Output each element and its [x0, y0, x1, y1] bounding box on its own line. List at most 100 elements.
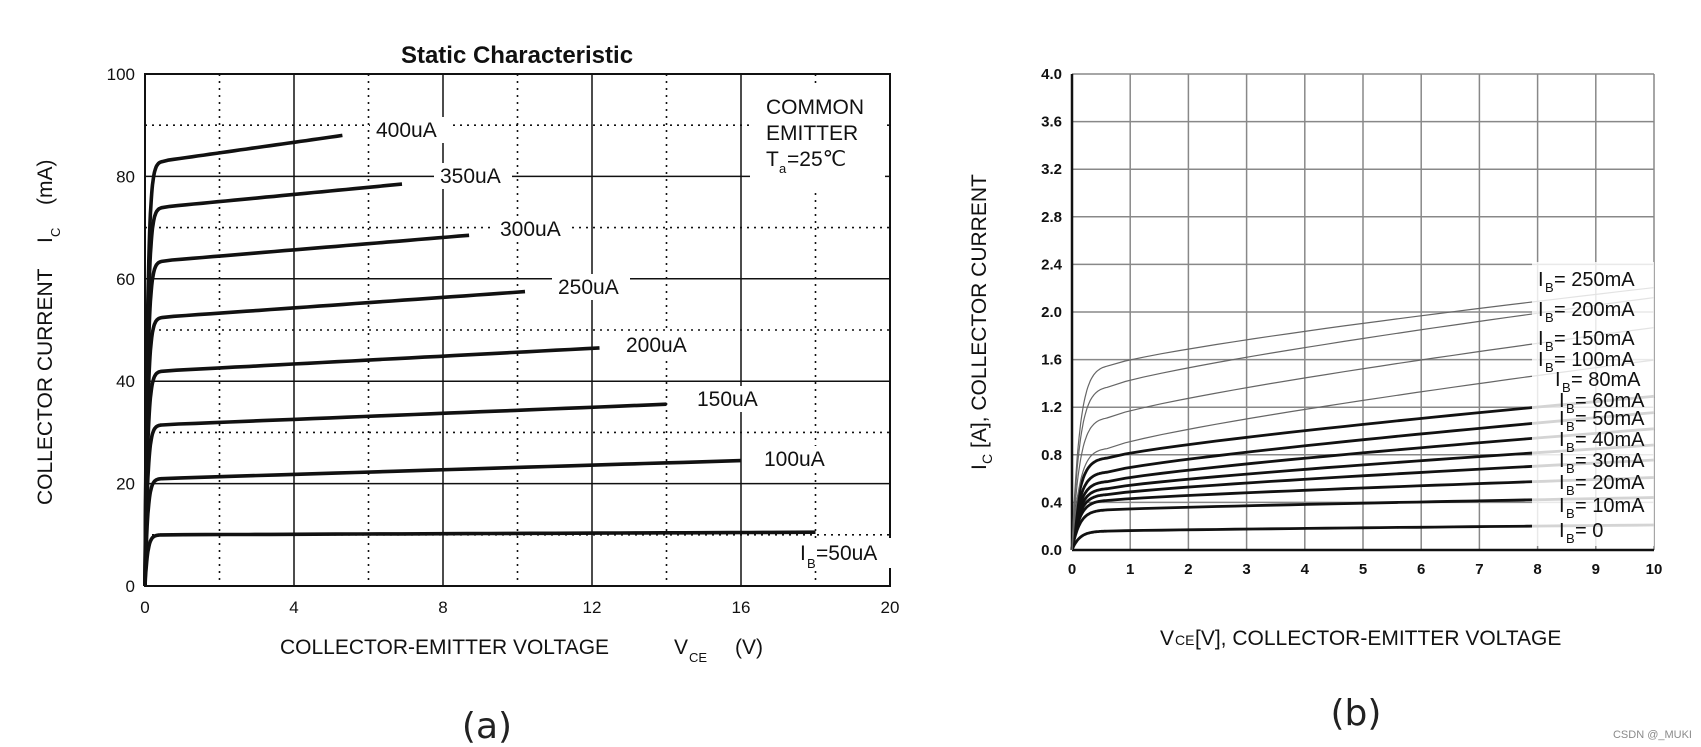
- x-axis-symbol: V: [1160, 627, 1174, 650]
- series-label-prefix: I: [1538, 349, 1544, 371]
- y-tick-label: 1.6: [1041, 352, 1062, 369]
- series-label: = 20mA: [1575, 472, 1645, 494]
- series-label-prefix: I: [1538, 328, 1544, 350]
- series-label-subscript: B: [1566, 483, 1575, 498]
- series-line: [143, 458, 742, 587]
- chart-title: Static Characteristic: [401, 42, 633, 69]
- series-line: [1070, 476, 1655, 551]
- series-line: [143, 530, 816, 587]
- x-tick-label: 3: [1242, 561, 1250, 578]
- x-axis-subscript: CE: [689, 650, 707, 665]
- y-axis-label: [A], COLLECTOR CURRENT: [968, 174, 991, 448]
- series-line: [1070, 523, 1655, 551]
- y-axis-subscript: C: [48, 228, 63, 237]
- label-column-backdrop: [1532, 262, 1654, 546]
- series-label-prefix: I: [1559, 408, 1565, 430]
- x-tick-label: 10: [1646, 561, 1663, 578]
- x-axis-label: COLLECTOR-EMITTER VOLTAGE: [280, 636, 609, 659]
- x-axis-symbol: V: [674, 636, 688, 659]
- y-tick-label: 100: [107, 65, 135, 84]
- annotation-temp-value: =25℃: [787, 148, 846, 171]
- series-label: = 80mA: [1571, 369, 1641, 391]
- x-tick-label: 4: [289, 598, 298, 617]
- x-axis-label: [V], COLLECTOR-EMITTER VOLTAGE: [1195, 627, 1561, 650]
- series-label-subscript: B: [1566, 419, 1575, 434]
- x-tick-label: 0: [1068, 561, 1076, 578]
- series-line: [1070, 394, 1655, 551]
- series-label: 350uA: [440, 165, 501, 188]
- x-tick-label: 12: [583, 598, 602, 617]
- label-backdrop: [494, 216, 572, 242]
- series-label: 300uA: [500, 218, 561, 241]
- series-label: 250uA: [558, 276, 619, 299]
- y-tick-label: 4.0: [1041, 66, 1062, 83]
- y-tick-label: 0.8: [1041, 447, 1062, 464]
- x-tick-label: 8: [1533, 561, 1541, 578]
- x-tick-label: 0: [140, 598, 149, 617]
- x-tick-label: 4: [1301, 561, 1310, 578]
- series-line: [143, 346, 600, 587]
- series-label: =50uA: [816, 542, 877, 565]
- x-tick-label: 9: [1592, 561, 1600, 578]
- series-label: = 250mA: [1554, 269, 1635, 291]
- y-tick-label: 3.6: [1041, 114, 1062, 131]
- y-tick-label: 1.2: [1041, 399, 1062, 416]
- label-backdrop: [552, 274, 630, 300]
- label-backdrop: [758, 446, 836, 472]
- y-tick-label: 2.8: [1041, 209, 1062, 226]
- y-tick-label: 0.4: [1041, 494, 1063, 511]
- series-label-prefix: I: [1538, 299, 1544, 321]
- y-axis-symbol: I: [34, 237, 57, 243]
- series-label-prefix: I: [1559, 495, 1565, 517]
- series-label: = 60mA: [1575, 390, 1645, 412]
- label-backdrop: [434, 163, 512, 189]
- watermark: CSDN @_MUKI: [1613, 729, 1692, 741]
- y-axis-unit: (mA): [34, 160, 57, 206]
- series-line: [1070, 427, 1655, 551]
- series-label: 100uA: [764, 448, 825, 471]
- caption-a: (a): [462, 706, 512, 747]
- series-line: [1070, 443, 1655, 551]
- series-label-subscript: B: [1545, 310, 1554, 325]
- label-backdrop: [794, 538, 894, 568]
- series-label-subscript: B: [1566, 440, 1575, 455]
- series-label-subscript: B: [807, 556, 816, 571]
- series-line: [143, 402, 667, 587]
- y-axis-subscript: C: [979, 454, 995, 464]
- series-label-prefix: I: [1559, 450, 1565, 472]
- x-tick-label: 20: [881, 598, 900, 617]
- x-tick-label: 7: [1475, 561, 1483, 578]
- series-label: = 150mA: [1554, 328, 1635, 350]
- label-backdrop: [691, 386, 769, 412]
- series-label-subscript: B: [1545, 280, 1554, 295]
- series-label: = 50mA: [1575, 408, 1645, 430]
- y-axis-label-group: IC [A], COLLECTOR CURRENT: [968, 174, 995, 470]
- series-label-subscript: B: [1566, 461, 1575, 476]
- series-label-subscript: B: [1566, 531, 1575, 546]
- x-tick-label: 6: [1417, 561, 1425, 578]
- series-line: [1071, 297, 1655, 551]
- annotation-temp-symbol: T: [766, 148, 779, 171]
- label-backdrop: [370, 117, 448, 143]
- y-tick-label: 0: [126, 577, 135, 596]
- series-line: [1071, 359, 1655, 551]
- series-label-prefix: I: [1559, 429, 1565, 451]
- y-tick-label: 0.0: [1041, 542, 1062, 559]
- y-tick-label: 20: [116, 475, 135, 494]
- y-axis-label: COLLECTOR CURRENT: [34, 268, 57, 505]
- series-line: [1071, 287, 1655, 551]
- series-label: = 0: [1575, 520, 1603, 542]
- x-tick-label: 1: [1126, 561, 1134, 578]
- y-tick-label: 2.4: [1041, 256, 1063, 273]
- series-label: = 200mA: [1554, 299, 1635, 321]
- annotation-line-2: EMITTER: [766, 122, 858, 145]
- series-label: 400uA: [376, 119, 437, 142]
- annotation-temp-subscript: a: [779, 161, 787, 176]
- series-label-subscript: B: [1545, 339, 1554, 354]
- x-tick-label: 16: [732, 598, 751, 617]
- x-tick-label: 2: [1184, 561, 1192, 578]
- annotation-line-1: COMMON: [766, 96, 864, 119]
- x-tick-label: 5: [1359, 561, 1367, 578]
- y-axis-label-group: COLLECTOR CURRENT IC (mA): [34, 160, 63, 506]
- x-axis-unit: (V): [735, 636, 763, 659]
